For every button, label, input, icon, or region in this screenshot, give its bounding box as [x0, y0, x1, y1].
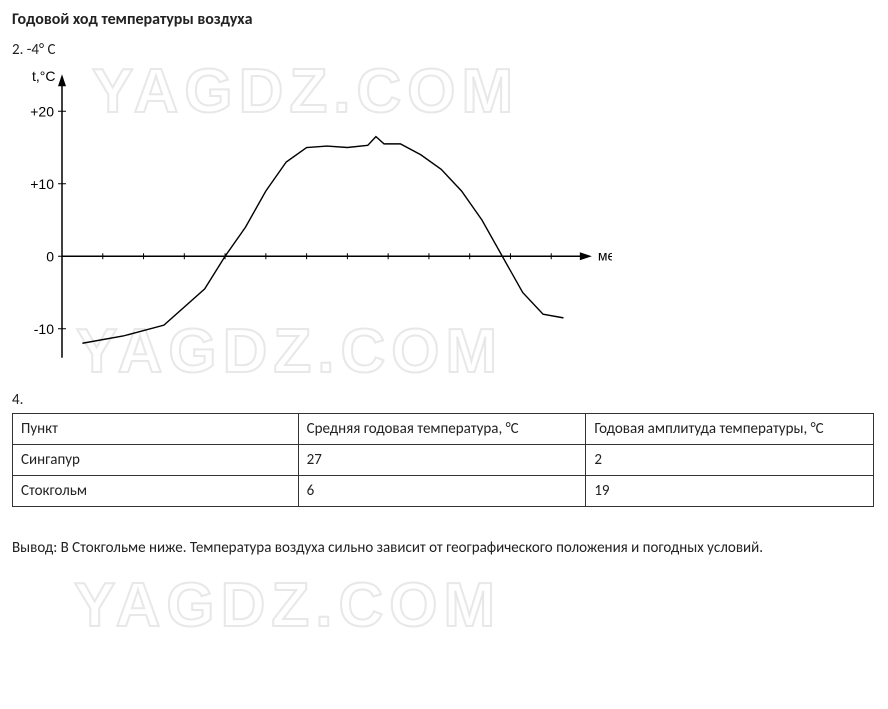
question-2-answer: 2. -4° C: [12, 41, 876, 59]
table-cell: 2: [586, 445, 874, 476]
chart-svg: t,°C месяц +20 +10 0 -10: [12, 65, 612, 385]
conclusion-text: Вывод: В Стокгольме ниже. Температура во…: [12, 537, 876, 560]
table-header-cell: Пункт: [13, 414, 299, 445]
table-row: Стокгольм619: [13, 476, 874, 507]
table-header-cell: Годовая амплитуда температуры, °C: [586, 414, 874, 445]
table-cell: Сингапур: [13, 445, 299, 476]
table-row: Сингапур272: [13, 445, 874, 476]
svg-text:+20: +20: [30, 103, 54, 119]
table-cell: 6: [298, 476, 586, 507]
question-4-label: 4.: [12, 391, 876, 409]
svg-text:-10: -10: [34, 321, 54, 337]
page-title: Годовой ход температуры воздуха: [12, 10, 876, 29]
svg-text:+10: +10: [30, 176, 54, 192]
svg-text:t,°C: t,°C: [32, 68, 56, 84]
table-cell: 27: [298, 445, 586, 476]
table-cell: Стокгольм: [13, 476, 299, 507]
table-cell: 19: [586, 476, 874, 507]
temperature-table: ПунктСредняя годовая температура, °CГодо…: [12, 413, 874, 507]
table-header-cell: Средняя годовая температура, °C: [298, 414, 586, 445]
svg-text:месяц: месяц: [598, 247, 612, 263]
temperature-chart: t,°C месяц +20 +10 0 -10: [12, 65, 612, 385]
watermark: YAGDZ.COM: [74, 570, 501, 641]
svg-text:0: 0: [46, 248, 54, 264]
